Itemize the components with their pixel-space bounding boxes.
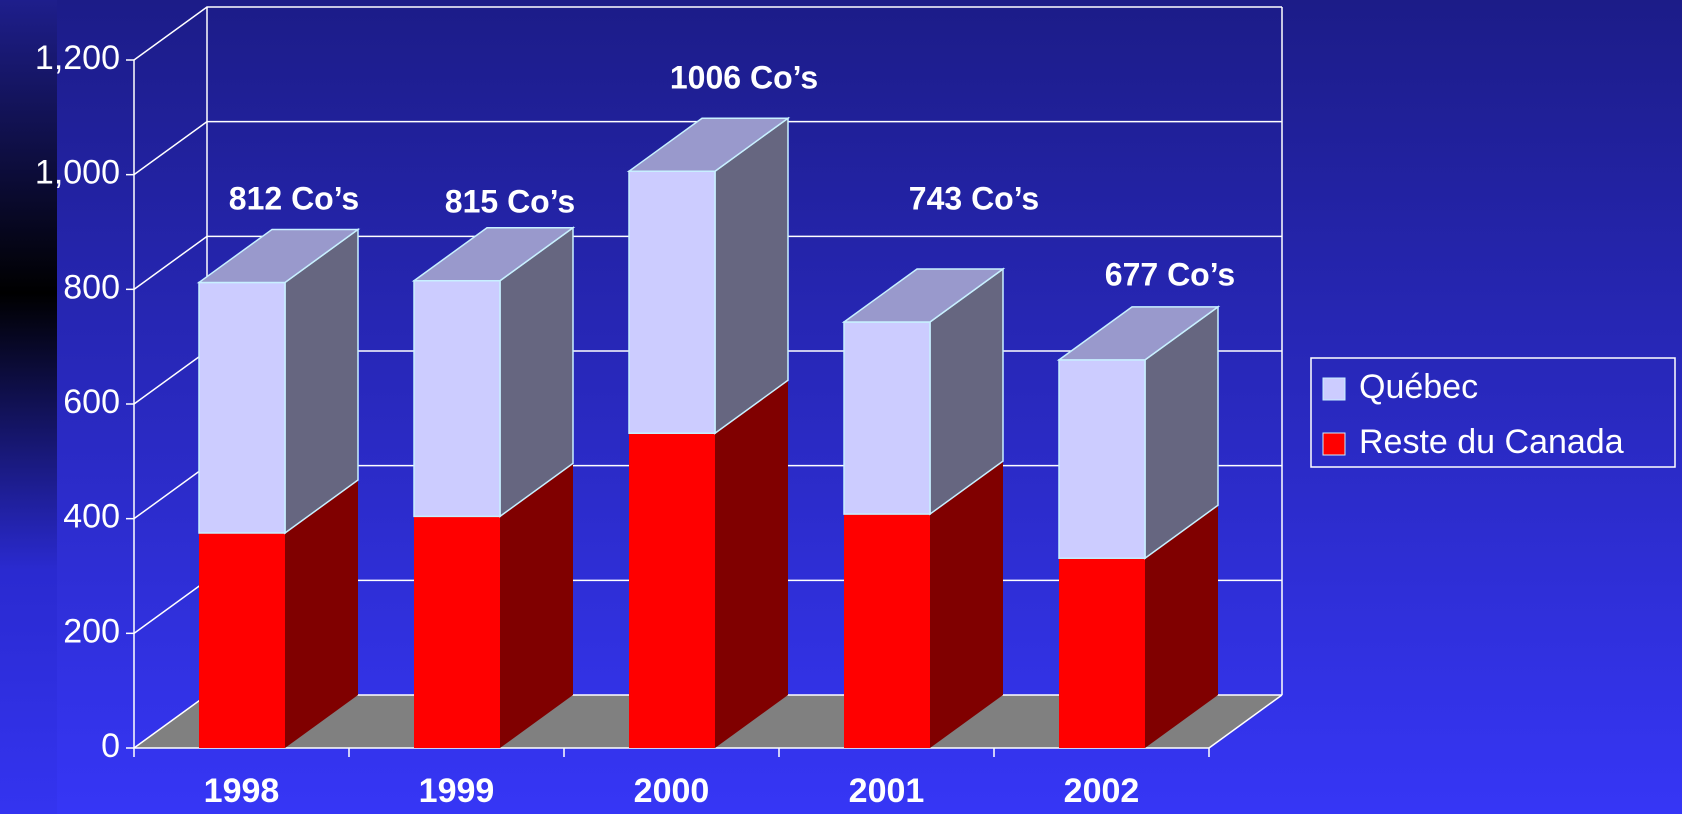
annotation: 812 Co’s <box>229 180 359 216</box>
bar <box>198 281 286 534</box>
bar-side <box>285 480 358 748</box>
bar <box>414 516 500 748</box>
x-tick-label: 1999 <box>419 772 495 810</box>
bar <box>628 170 716 434</box>
legend-label: Québec <box>1359 368 1478 406</box>
bar <box>629 433 715 748</box>
bar-top <box>841 268 1006 323</box>
x-tick-label: 2001 <box>849 772 925 810</box>
bar <box>413 279 501 518</box>
annotation: 815 Co’s <box>445 183 575 219</box>
floor-edge <box>1208 694 1283 749</box>
y-tick-label: 1,000 <box>35 154 120 192</box>
legend-swatch <box>1322 377 1346 401</box>
legend: Québec Reste du Canada <box>1310 357 1676 468</box>
bar <box>1059 558 1145 748</box>
x-tick-label: 2002 <box>1064 772 1140 810</box>
bar <box>843 321 931 515</box>
bar-side <box>714 116 789 435</box>
bar <box>844 514 930 748</box>
grid-line <box>133 6 1282 61</box>
bar-top <box>626 117 791 172</box>
side-strip <box>0 0 57 814</box>
bar-side <box>1145 505 1218 748</box>
x-tick-label: 1998 <box>204 772 280 810</box>
bar-side <box>930 461 1003 748</box>
y-tick-label: 600 <box>63 383 120 421</box>
x-tick-label: 2000 <box>634 772 710 810</box>
bar-top <box>1056 306 1221 361</box>
legend-swatch <box>1322 432 1346 456</box>
bar-side <box>715 380 788 748</box>
legend-box <box>1310 357 1676 468</box>
grid-line <box>133 120 1282 176</box>
bar-top <box>196 228 361 284</box>
y-tick-label: 800 <box>63 268 120 306</box>
y-tick-label: 400 <box>63 498 120 536</box>
bar-side <box>500 463 573 748</box>
bar-top <box>411 226 576 282</box>
grid-line <box>133 235 1282 290</box>
y-tick-label: 1,200 <box>35 39 120 77</box>
bar <box>199 533 285 748</box>
bar <box>1058 359 1146 559</box>
y-tick-label: 0 <box>101 727 120 765</box>
annotation: 1006 Co’s <box>670 59 818 95</box>
annotation: 743 Co’s <box>909 180 1039 216</box>
annotation: 677 Co’s <box>1105 256 1235 292</box>
legend-label: Reste du Canada <box>1359 423 1624 461</box>
y-tick-label: 200 <box>63 612 120 650</box>
